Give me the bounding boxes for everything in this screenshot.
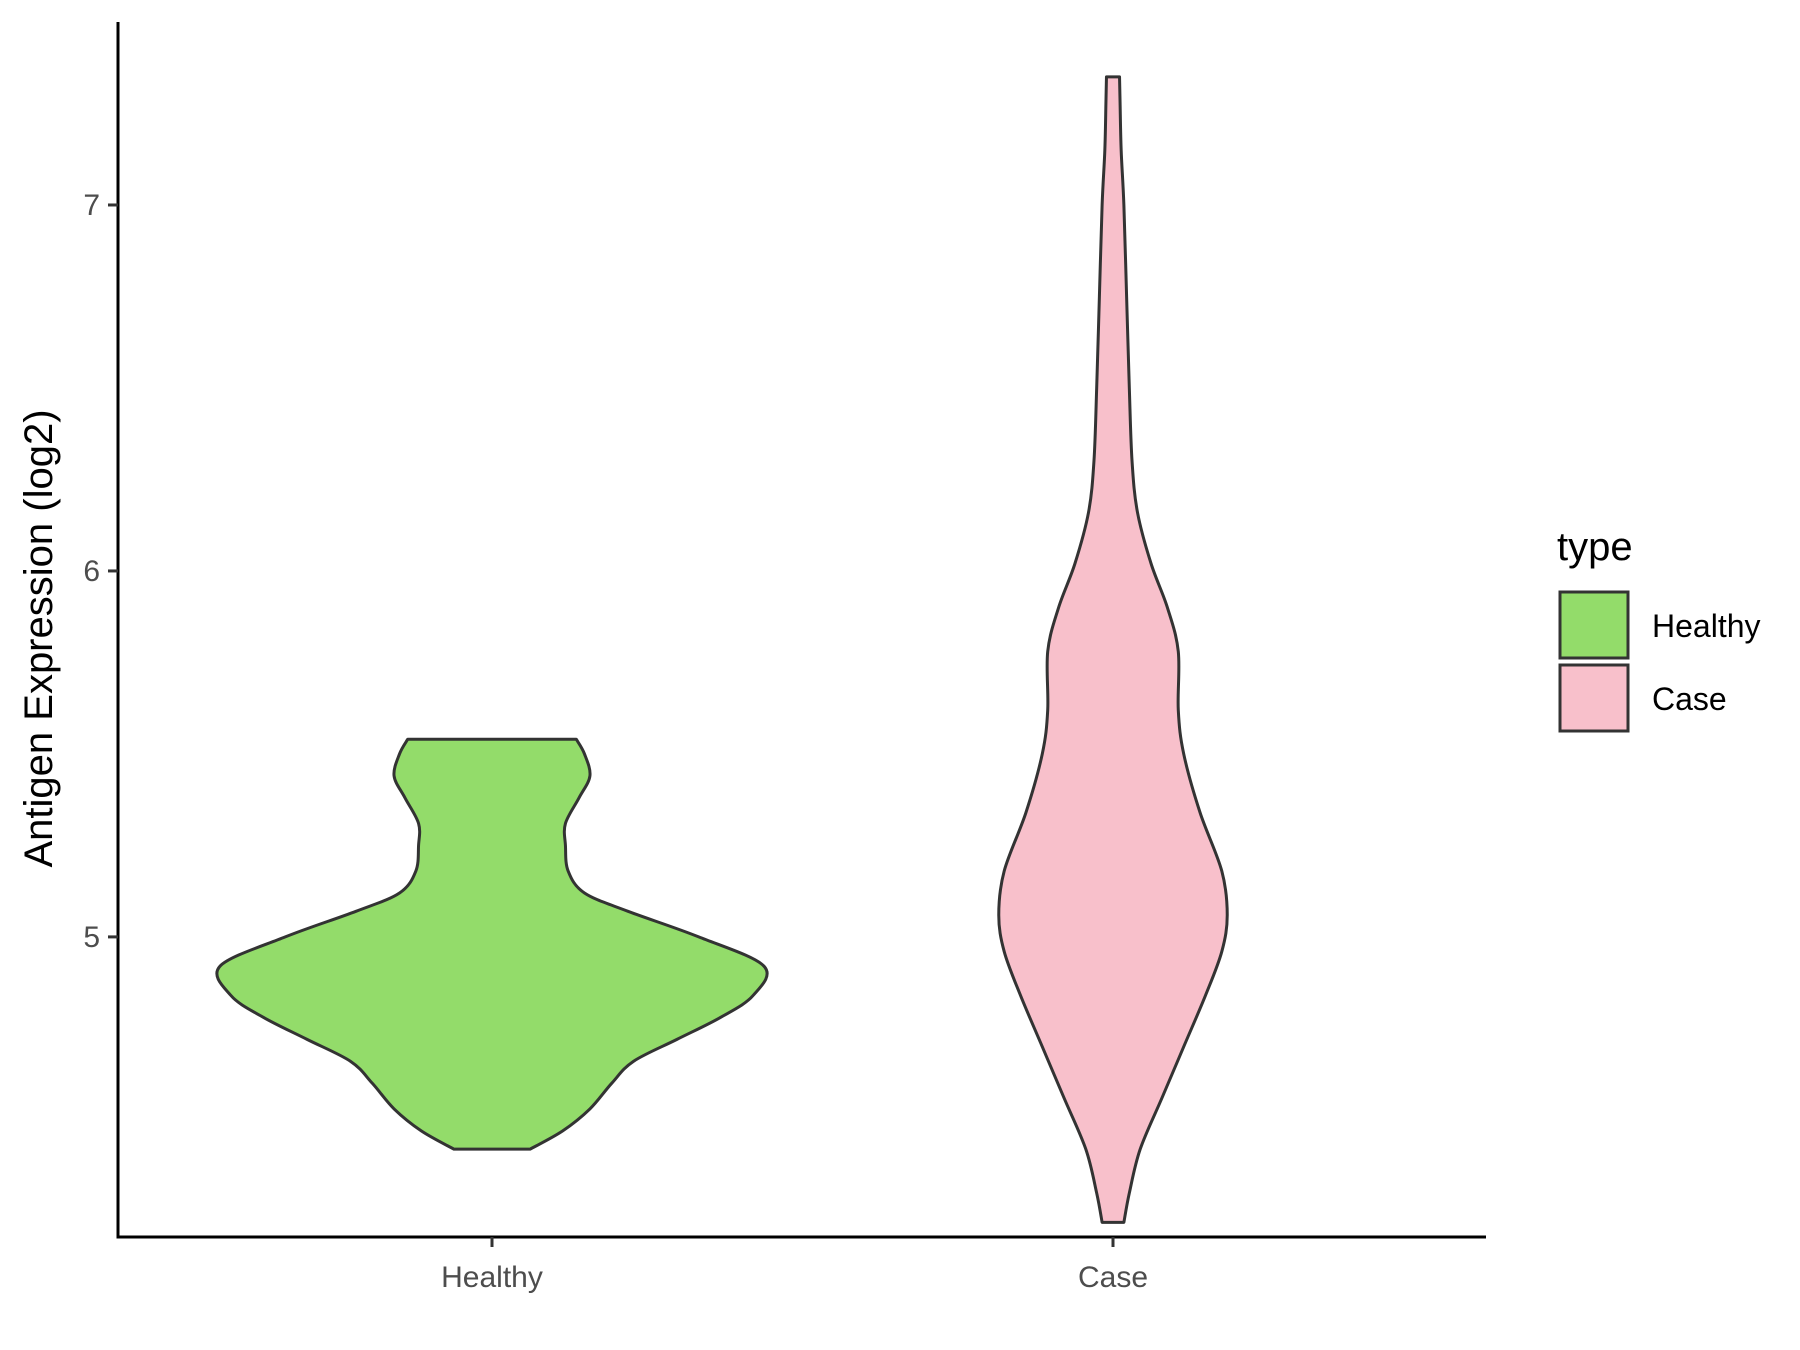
violin-layer — [215, 75, 1229, 1224]
y-axis-title: Antigen Expression (log2) — [17, 409, 61, 867]
violin-case — [997, 75, 1229, 1224]
x-tick-label-healthy: Healthy — [441, 1261, 543, 1294]
legend-title: type — [1557, 525, 1633, 569]
legend-label-healthy: Healthy — [1652, 608, 1761, 644]
violin-healthy — [215, 737, 769, 1151]
y-tick-label: 6 — [83, 555, 100, 588]
legend-swatch-healthy — [1558, 590, 1630, 660]
axes: 5 6 7 Healthy Case Antigen Expression (log2) — [17, 22, 1486, 1294]
y-tick-label: 5 — [83, 921, 100, 954]
legend-label-case: Case — [1652, 681, 1727, 717]
legend-swatch-case — [1558, 663, 1630, 733]
x-tick-label-case: Case — [1078, 1261, 1148, 1294]
y-tick-label: 7 — [83, 189, 100, 222]
legend: type Healthy Case — [1557, 525, 1761, 733]
